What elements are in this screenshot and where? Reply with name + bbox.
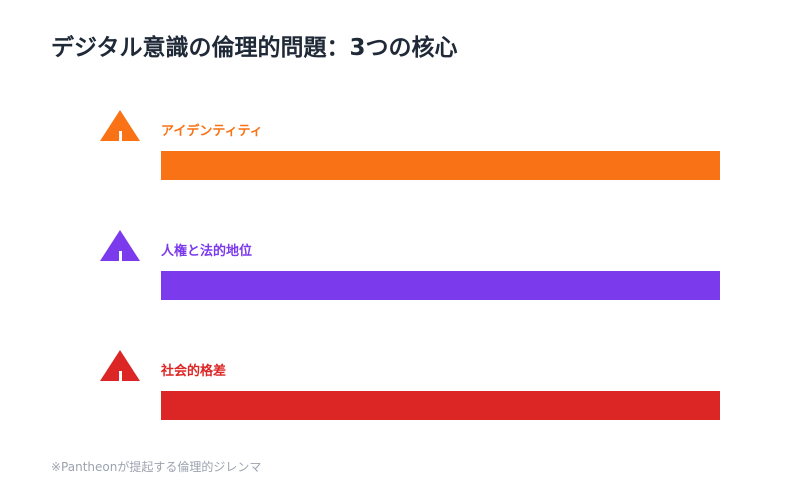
- issue-bar: [161, 391, 720, 420]
- issue-item-human-rights: 人権と法的地位: [0, 230, 800, 320]
- issue-item-identity: アイデンティティ: [0, 110, 800, 200]
- issue-label: アイデンティティ: [161, 124, 263, 139]
- page-title: デジタル意識の倫理的問題：3つの核心: [51, 35, 458, 61]
- footnote: ※Pantheonが提起する倫理的ジレンマ: [51, 460, 262, 474]
- issue-label: 人権と法的地位: [161, 244, 253, 259]
- triangle-notch: [119, 251, 122, 261]
- issue-bar: [161, 271, 720, 300]
- triangle-notch: [119, 371, 122, 381]
- triangle-notch: [119, 131, 122, 141]
- issue-item-social-inequality: 社会的格差: [0, 350, 800, 440]
- issue-bar: [161, 151, 720, 180]
- issue-label: 社会的格差: [161, 364, 227, 379]
